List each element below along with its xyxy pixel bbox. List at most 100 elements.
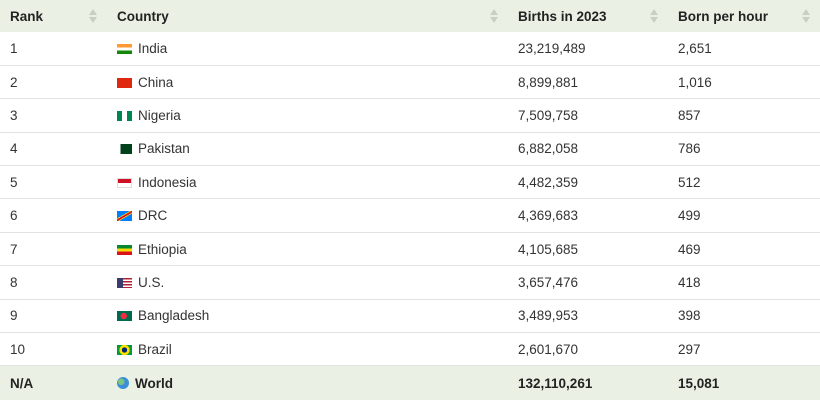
country-cell: Indonesia [107,166,508,199]
country-name: China [138,74,174,90]
table-cell: 4,482,359 [508,166,668,199]
table-row: 6 DRC 4,369,683 499 [0,199,820,233]
cell-text: 4,482,359 [518,174,579,190]
sort-icon[interactable] [89,8,97,24]
flag-icon [117,43,132,54]
table-cell: 6 [0,199,107,232]
country-name: Nigeria [138,107,181,123]
table-row: 9 Bangladesh 3,489,953 398 [0,299,820,333]
cell-text: 1,016 [678,74,712,90]
table-cell: 512 [668,166,820,199]
flag-icon [117,110,132,121]
country-name: DRC [138,208,168,224]
table-row: 7 Ethiopia 4,105,685 469 [0,232,820,266]
cell-text: 4,369,683 [518,208,579,224]
table-cell: 1,016 [668,65,820,98]
table-row: 10 Brazil 2,601,670 297 [0,333,820,366]
table-cell: 7,509,758 [508,99,668,132]
table-cell: 469 [668,232,820,265]
column-header[interactable]: Births in 2023 [508,0,668,32]
table-cell: 4,105,685 [508,232,668,265]
cell-text: 9 [10,308,18,324]
table-header: Rank Country Births in 2023 Born per hour [0,0,820,32]
cell-text: 15,081 [678,375,720,391]
table-cell: 3,657,476 [508,266,668,299]
cell-text: 4,105,685 [518,241,579,257]
table-row: 8 U.S. 3,657,476 418 [0,266,820,300]
cell-text: 8,899,881 [518,74,579,90]
cell-text: 398 [678,308,701,324]
flag-icon [117,277,132,288]
cell-text: 857 [678,107,701,123]
flag-icon [117,311,132,322]
cell-text: 2,651 [678,40,712,56]
table-cell: 5 [0,166,107,199]
table-row: 1 India 23,219,489 2,651 [0,32,820,66]
column-header-text: Born per hour [678,8,768,24]
cell-text: 5 [10,174,18,190]
cell-text: 1 [10,40,18,56]
footer-row: N/A World 132,110,261 15,081 [0,365,820,400]
country-name: World [135,375,173,391]
cell-text: 7 [10,241,18,257]
cell-text: 4 [10,141,18,157]
country-cell: Brazil [107,333,508,366]
table-cell: 4,369,683 [508,199,668,232]
country-name: Indonesia [138,174,197,190]
flag-icon [117,244,132,255]
cell-text: 512 [678,174,701,190]
column-header[interactable]: Born per hour [668,0,820,32]
cell-text: 8 [10,274,18,290]
table-cell: 15,081 [668,366,820,400]
table-cell: 418 [668,266,820,299]
column-header[interactable]: Rank [0,0,107,32]
flag-icon [117,144,132,155]
flag-icon [117,177,132,188]
country-cell: India [107,32,508,65]
table-row: 4 Pakistan 6,882,058 786 [0,132,820,166]
table-cell: 786 [668,132,820,165]
sort-icon[interactable] [650,8,658,24]
country-cell: Bangladesh [107,299,508,332]
cell-text: 23,219,489 [518,40,586,56]
country-name: Pakistan [138,141,190,157]
flag-icon [117,211,132,222]
table-cell: 7 [0,232,107,265]
country-name: Brazil [138,341,172,357]
flag-icon [117,77,132,88]
column-header-text: Country [117,8,169,24]
table-cell: 2,601,670 [508,333,668,366]
table-cell: 499 [668,199,820,232]
table-cell: 10 [0,333,107,366]
country-cell: World [107,366,508,400]
sort-icon[interactable] [490,8,498,24]
table-row: 5 Indonesia 4,482,359 512 [0,166,820,199]
table-cell: 9 [0,299,107,332]
table-cell: 8,899,881 [508,65,668,98]
country-cell: Nigeria [107,99,508,132]
cell-text: 499 [678,208,701,224]
sort-icon[interactable] [802,8,810,24]
cell-text: 418 [678,274,701,290]
table-body: 1 India 23,219,489 2,651 2 China 8,899,881 1,01… [0,32,820,366]
table-footer: N/A World 132,110,261 15,081 [0,365,820,400]
country-cell: Ethiopia [107,232,508,265]
flag-icon [117,376,129,389]
country-name: Bangladesh [138,308,210,324]
header-row: Rank Country Births in 2023 Born per hour [0,0,820,32]
table-cell: 23,219,489 [508,32,668,65]
cell-text: 3,657,476 [518,274,579,290]
country-name: India [138,40,168,56]
table-cell: 297 [668,333,820,366]
table-row: 2 China 8,899,881 1,016 [0,65,820,99]
column-header[interactable]: Country [107,0,508,32]
cell-text: 2 [10,74,18,90]
column-header-text: Births in 2023 [518,8,607,24]
table-cell: 2,651 [668,32,820,65]
table-cell: 132,110,261 [508,366,668,400]
table-cell: 8 [0,266,107,299]
table-cell: 1 [0,32,107,65]
table-row: 3 Nigeria 7,509,758 857 [0,99,820,133]
